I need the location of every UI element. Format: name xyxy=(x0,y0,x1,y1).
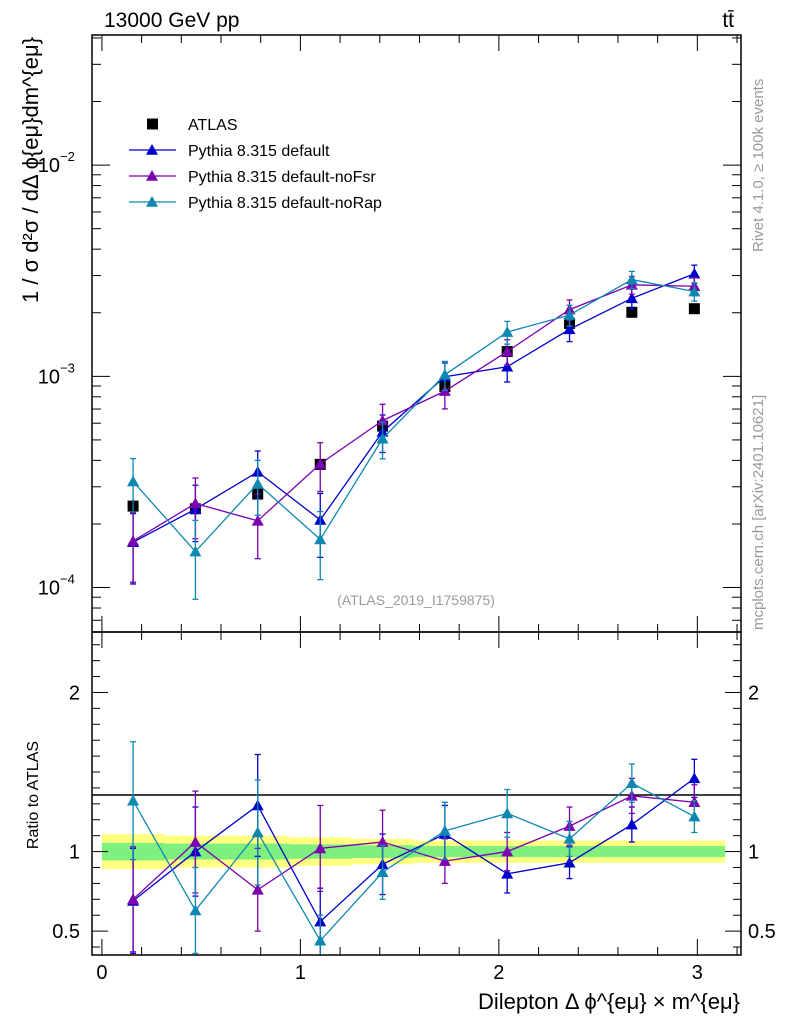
data-point xyxy=(501,360,514,372)
legend-label: Pythia 8.315 default-noRap xyxy=(188,195,382,212)
data-point xyxy=(376,432,389,444)
ratio-point xyxy=(438,855,451,866)
x-axis-label: Dilepton Δ ϕ^{eμ} × m^{eμ} xyxy=(478,989,740,1014)
main-y-tick-label: 10 xyxy=(38,366,60,388)
ratio-y-tick-label-right: 0.5 xyxy=(748,921,776,943)
data-point xyxy=(189,497,202,509)
ratio-point xyxy=(563,832,576,844)
main-ticks xyxy=(92,35,741,955)
ratio-point xyxy=(127,893,140,905)
legend-marker xyxy=(146,196,158,207)
ratio-point xyxy=(625,818,638,830)
data-point xyxy=(688,267,701,279)
ratio-point xyxy=(625,777,638,788)
ratio-point xyxy=(189,836,202,847)
legend-label: Pythia 8.315 default xyxy=(188,143,330,160)
main-y-tick-exponent: −2 xyxy=(60,149,75,164)
ratio-point xyxy=(251,826,264,838)
header-right: tt̄ xyxy=(722,9,734,32)
legend-item: Pythia 8.315 default-noFsr xyxy=(129,169,376,186)
main-y-axis-label: 1 / σ d²σ / dΔ ϕ{eμ}dm^{eμ} xyxy=(18,37,43,303)
data-point xyxy=(501,326,514,337)
header-left: 13000 GeV pp xyxy=(104,9,239,32)
ratio-point xyxy=(563,856,576,868)
ratio-point xyxy=(688,772,701,784)
ratio-point xyxy=(501,867,514,879)
ratio-point xyxy=(688,810,701,822)
legend-item: Pythia 8.315 default xyxy=(129,143,330,160)
data-point xyxy=(501,345,514,357)
ratio-point xyxy=(501,807,514,819)
series-pythia-8-315-default-norap xyxy=(127,270,701,600)
legend-item: ATLAS xyxy=(147,117,238,134)
x-tick-label: 2 xyxy=(493,962,504,984)
series-atlas xyxy=(127,303,700,517)
ratio-y-axis-label: Ratio to ATLAS xyxy=(25,741,42,849)
ratio-y-tick-label: 2 xyxy=(69,682,80,704)
ratio-y-tick-label: 1 xyxy=(69,842,80,864)
ratio-point xyxy=(501,845,514,857)
x-tick-label: 3 xyxy=(692,962,703,984)
data-point xyxy=(625,273,638,285)
ratio-series xyxy=(127,741,701,955)
data-point xyxy=(314,533,327,545)
ratio-point xyxy=(376,866,389,878)
ratio-panel: 0.5 0.5 1 1 2 2 0 1 2 3 xyxy=(52,631,776,984)
data-point xyxy=(688,303,700,315)
series-line xyxy=(132,278,695,553)
analysis-watermark: (ATLAS_2019_I1759875) xyxy=(337,592,495,608)
data-point xyxy=(688,285,701,297)
main-y-tick-label: 10 xyxy=(38,155,60,177)
main-y-tick-label: 10 xyxy=(38,578,60,600)
x-tick-label: 1 xyxy=(295,962,306,984)
data-point xyxy=(563,309,576,320)
data-point xyxy=(251,514,264,526)
x-tick-label: 0 xyxy=(96,962,107,984)
main-y-tick-exponent: −3 xyxy=(60,360,75,375)
data-point xyxy=(438,368,451,380)
ratio-point xyxy=(189,904,202,916)
data-point xyxy=(189,545,202,557)
legend-marker xyxy=(147,118,158,130)
main-series xyxy=(127,264,701,600)
data-point xyxy=(127,535,140,546)
ratio-point xyxy=(376,836,389,847)
ratio-point xyxy=(251,883,264,895)
ratio-line xyxy=(132,782,695,942)
data-point xyxy=(127,475,140,487)
ratio-ticks xyxy=(92,644,741,948)
series-line xyxy=(132,273,695,543)
legend-marker xyxy=(146,144,158,155)
ratio-y-tick-label-right: 1 xyxy=(748,842,759,864)
legend-label: ATLAS xyxy=(188,117,238,134)
data-point xyxy=(563,323,576,335)
data-point xyxy=(314,457,327,469)
data-point xyxy=(626,306,638,318)
ratio-line xyxy=(132,777,695,923)
main-y-tick-exponent: −4 xyxy=(60,572,75,587)
ratio-series-pythia-8-315-default-norap xyxy=(127,741,701,955)
series-line xyxy=(132,284,695,542)
ratio-y-tick-label: 0.5 xyxy=(52,921,80,943)
series-pythia-8-315-default-nofsr xyxy=(127,275,701,583)
legend-label: Pythia 8.315 default-noFsr xyxy=(188,169,376,186)
ratio-y-tick-label-right: 2 xyxy=(748,682,759,704)
main-panel: 10−410−310−2 (ATLAS_2019_I1759875) ATLAS… xyxy=(38,34,742,955)
ratio-point xyxy=(438,824,451,836)
data-point xyxy=(251,477,264,489)
series-pythia-8-315-default xyxy=(127,264,701,585)
source-label: mcplots.cern.ch [arXiv:2401.10621] xyxy=(750,395,767,630)
rivet-label: Rivet 4.1.0, ≥ 100k events xyxy=(750,79,767,252)
ratio-frame xyxy=(91,631,742,956)
main-y-tick-labels: 10−410−310−2 xyxy=(38,149,75,599)
legend-marker xyxy=(146,170,158,181)
legend: ATLAS Pythia 8.315 default Pythia 8.315 de… xyxy=(129,117,382,212)
data-point xyxy=(625,292,638,304)
legend-item: Pythia 8.315 default-noRap xyxy=(129,195,382,212)
ratio-tick-labels: 0.5 0.5 1 1 2 2 0 1 2 3 xyxy=(52,682,776,984)
ratio-point xyxy=(127,794,140,806)
ratio-point xyxy=(314,842,327,854)
ratio-point xyxy=(314,934,327,946)
